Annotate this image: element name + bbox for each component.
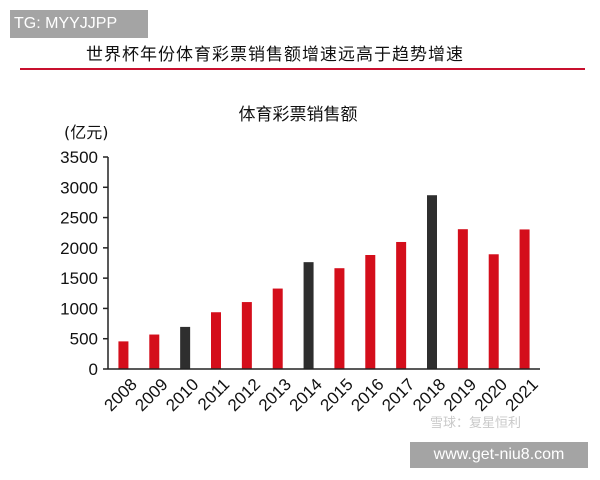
bar-2016: [365, 255, 376, 369]
y-tick-label: 3000: [60, 178, 98, 197]
y-tick-label: 3500: [60, 148, 98, 167]
x-tick-label: 2019: [440, 375, 480, 415]
bar-2013: [272, 288, 283, 369]
x-tick-label: 2015: [317, 375, 357, 415]
y-tick-label: 2000: [60, 239, 98, 258]
watermark: 雪球：复星恒利: [430, 416, 522, 431]
header-rule: [20, 68, 585, 70]
bar-2021: [519, 229, 530, 369]
y-tick-label: 2500: [60, 209, 98, 228]
x-tick-label: 2012: [224, 375, 264, 415]
x-tick-label: 2009: [131, 375, 171, 415]
y-tick-label: 0: [89, 360, 98, 379]
url-badge: www.get-niu8.com: [410, 442, 588, 468]
bar-2020: [488, 254, 499, 369]
y-tick-label: 1000: [60, 299, 98, 318]
header-title: 世界杯年份体育彩票销售额增速远高于趋势增速: [86, 45, 464, 65]
chart-title: 体育彩票销售额: [239, 105, 358, 125]
bar-2010: [180, 326, 191, 369]
x-tick-label: 2011: [194, 375, 233, 414]
x-tick-label: 2017: [378, 375, 418, 415]
bar-2008: [118, 341, 129, 369]
x-tick-label: 2018: [409, 375, 449, 415]
tg-badge: TG: MYYJJPP: [10, 10, 148, 38]
y-tick-label: 1500: [60, 269, 98, 288]
x-tick-label: 2013: [255, 375, 295, 415]
bar-2017: [396, 241, 407, 369]
x-tick-label: 2014: [286, 375, 326, 415]
x-tick-label: 2020: [471, 375, 511, 415]
bar-2015: [334, 268, 345, 369]
bar-2019: [457, 229, 468, 369]
bar-2018: [427, 195, 437, 369]
bar-2009: [149, 334, 160, 369]
bar-2012: [241, 302, 252, 369]
x-tick-label: 2008: [101, 375, 141, 415]
x-tick-label: 2016: [347, 375, 387, 415]
bar-2011: [211, 312, 221, 369]
y-tick-label: 500: [70, 330, 98, 349]
y-axis-unit-label: (亿元): [64, 123, 109, 142]
bar-2014: [303, 262, 314, 369]
x-tick-label: 2010: [162, 375, 202, 415]
x-tick-label: 2021: [502, 375, 542, 415]
